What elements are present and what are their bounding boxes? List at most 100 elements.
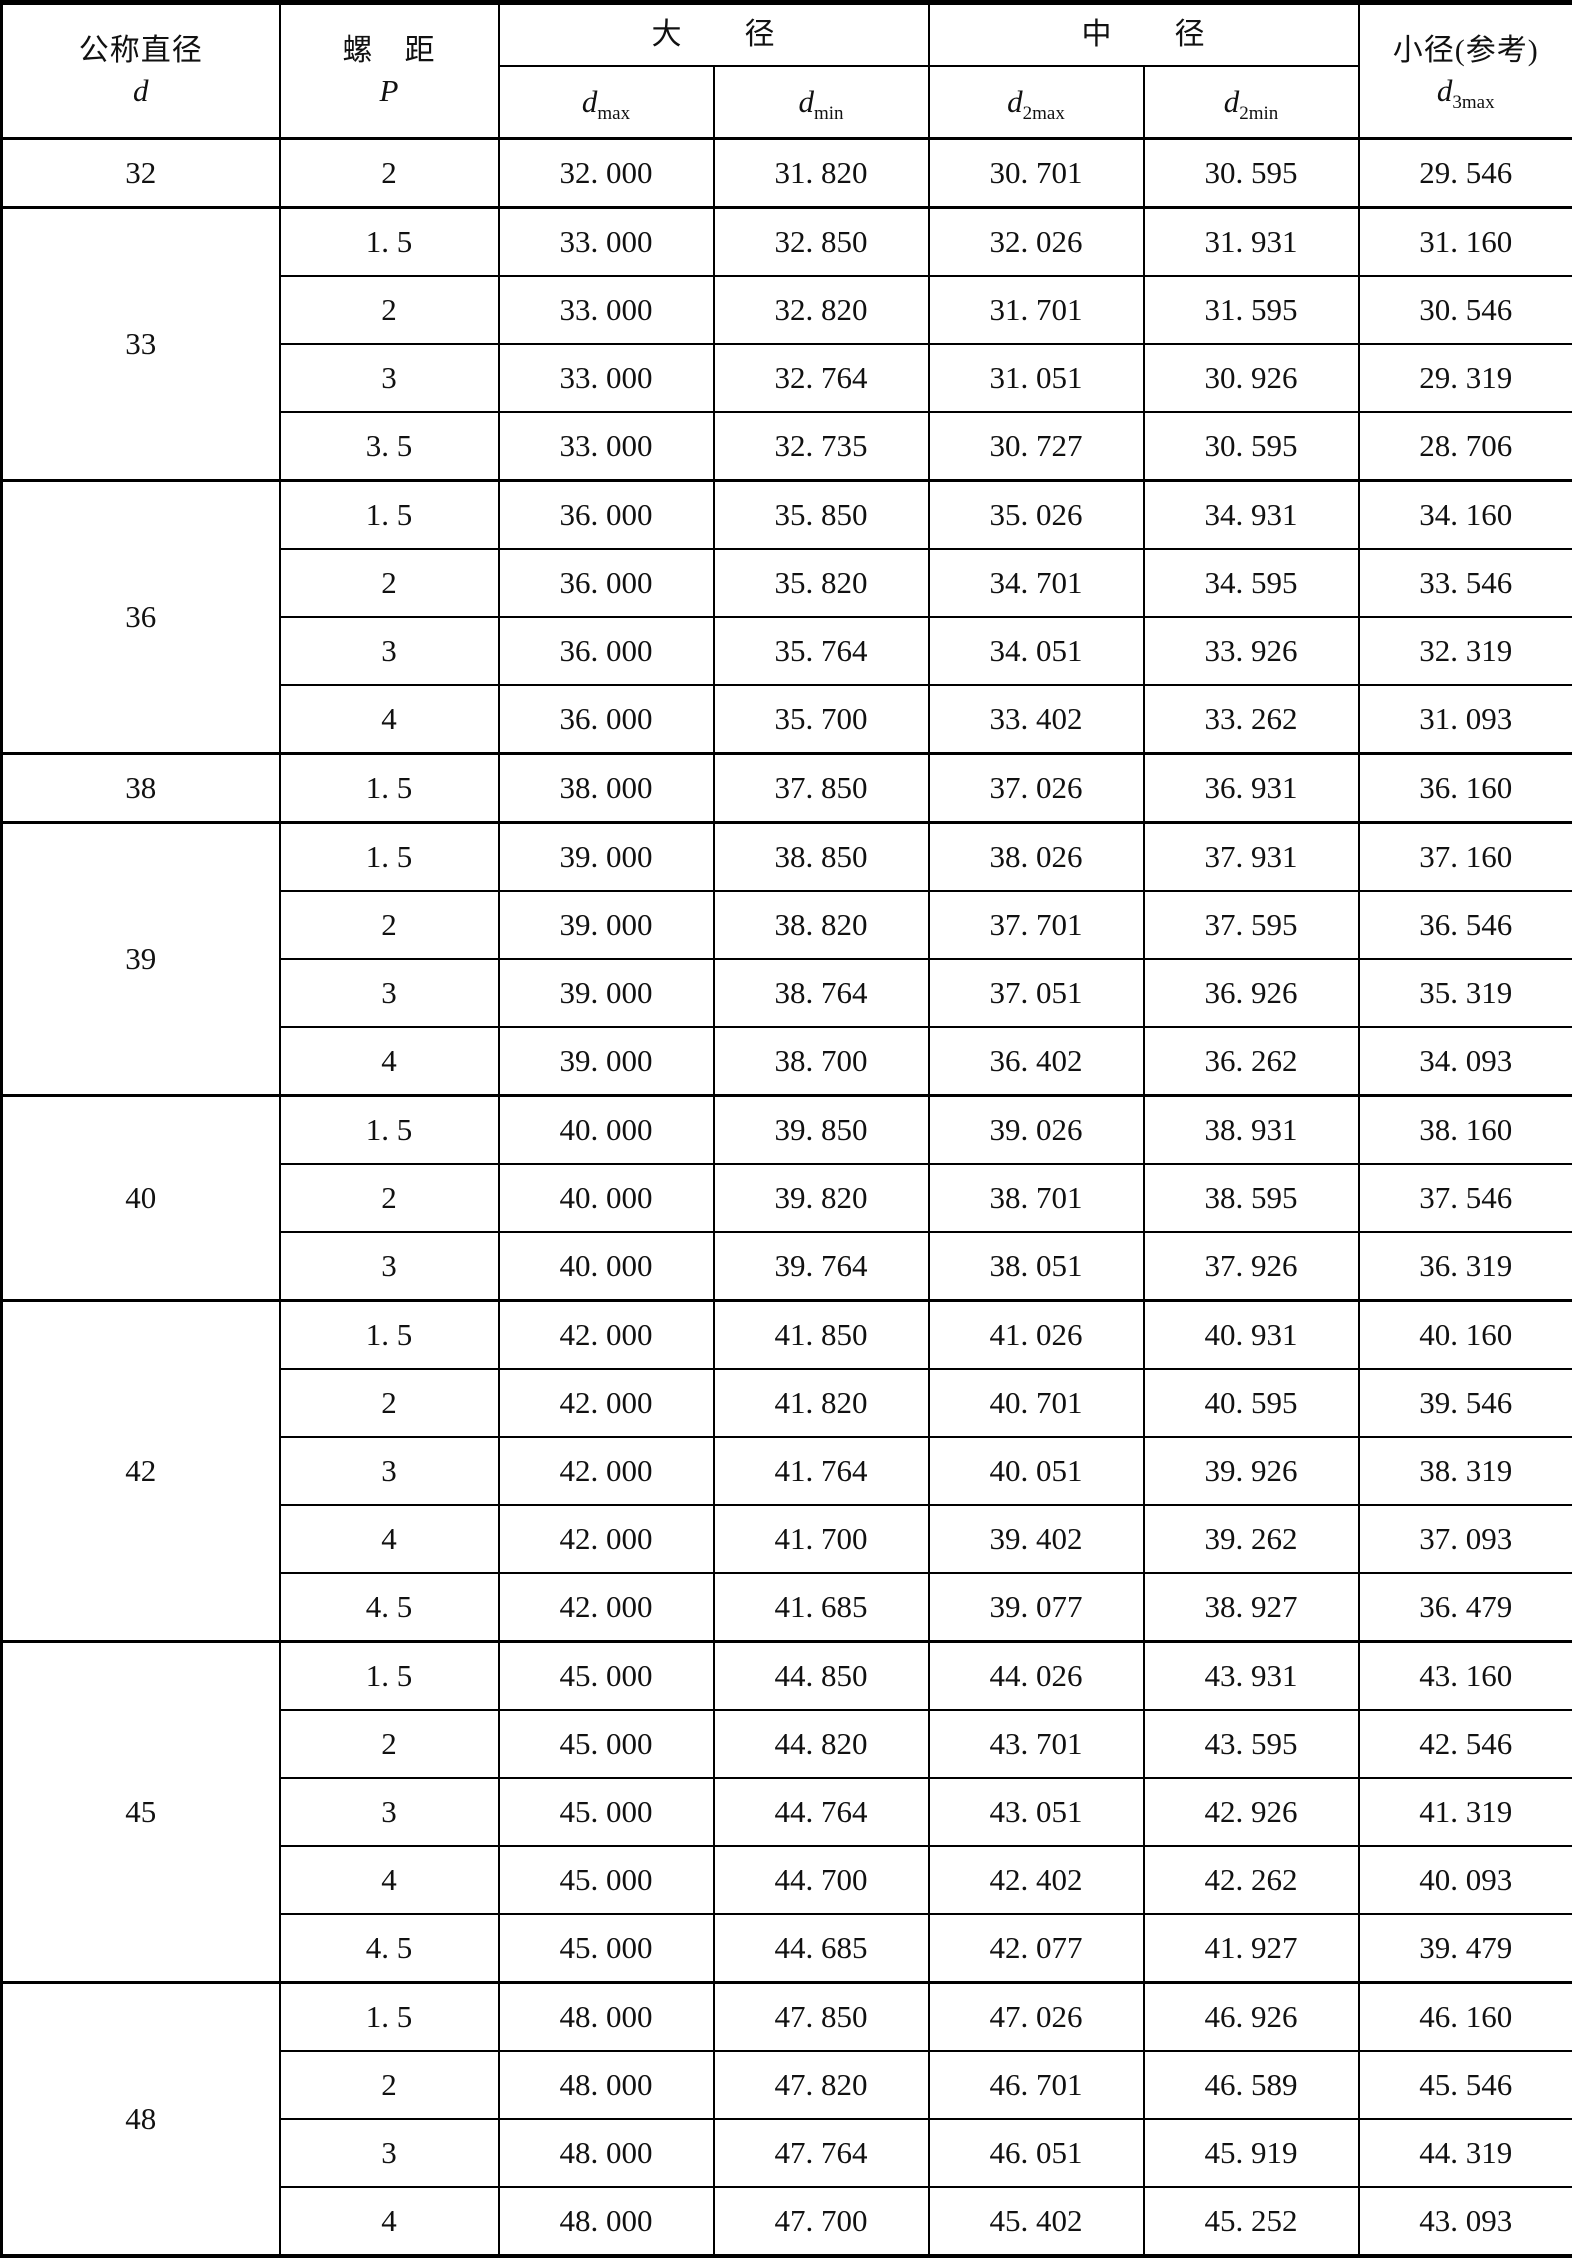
d-min-cell: 38. 700 — [714, 1027, 929, 1096]
d2-max-cell: 39. 402 — [929, 1505, 1144, 1573]
d-max-cell: 33. 000 — [499, 208, 714, 277]
d2-max-cell: 37. 701 — [929, 891, 1144, 959]
d-min-cell: 44. 685 — [714, 1914, 929, 1983]
header-minor-diameter-symbol: d3max — [1360, 71, 1572, 111]
nominal-diameter-cell: 45 — [2, 1642, 280, 1983]
d3-max-cell: 36. 546 — [1359, 891, 1572, 959]
pitch-cell: 4 — [280, 1846, 499, 1914]
d2-max-cell: 31. 051 — [929, 344, 1144, 412]
d-max-cell: 39. 000 — [499, 891, 714, 959]
d2-min-cell: 42. 262 — [1144, 1846, 1359, 1914]
d3-max-cell: 36. 479 — [1359, 1573, 1572, 1642]
pitch-cell: 4 — [280, 1505, 499, 1573]
d3-max-cell: 32. 319 — [1359, 617, 1572, 685]
d-min-cell: 47. 820 — [714, 2051, 929, 2119]
pitch-cell: 2 — [280, 1164, 499, 1232]
d2-min-cell: 31. 931 — [1144, 208, 1359, 277]
d3-max-cell: 38. 319 — [1359, 1437, 1572, 1505]
pitch-cell: 2 — [280, 549, 499, 617]
d-min-cell: 38. 764 — [714, 959, 929, 1027]
d-max-cell: 36. 000 — [499, 617, 714, 685]
d-min-cell: 47. 850 — [714, 1983, 929, 2052]
d-max-cell: 40. 000 — [499, 1096, 714, 1165]
d2-max-cell: 43. 701 — [929, 1710, 1144, 1778]
d2-min-cell: 39. 926 — [1144, 1437, 1359, 1505]
d2-max-cell: 46. 051 — [929, 2119, 1144, 2187]
pitch-cell: 2 — [280, 1369, 499, 1437]
d-max-cell: 45. 000 — [499, 1778, 714, 1846]
d2-min-cell: 36. 262 — [1144, 1027, 1359, 1096]
d-max-cell: 36. 000 — [499, 685, 714, 754]
d-max-cell: 48. 000 — [499, 2187, 714, 2256]
d2-min-cell: 46. 926 — [1144, 1983, 1359, 2052]
d-min-cell: 47. 700 — [714, 2187, 929, 2256]
pitch-cell: 1. 5 — [280, 481, 499, 550]
header-major-diameter: 大 径 — [499, 3, 929, 67]
d3-max-cell: 39. 546 — [1359, 1369, 1572, 1437]
d2-max-cell: 33. 402 — [929, 685, 1144, 754]
d2-max-cell: 47. 026 — [929, 1983, 1144, 2052]
d3-max-cell: 45. 546 — [1359, 2051, 1572, 2119]
d-min-cell: 32. 764 — [714, 344, 929, 412]
nominal-diameter-cell: 40 — [2, 1096, 280, 1301]
table-header: 公称直径 d 螺 距 P 大 径 中 径 小径(参考) d3max — [2, 3, 1572, 139]
d3-max-cell: 40. 160 — [1359, 1301, 1572, 1370]
pitch-cell: 3 — [280, 2119, 499, 2187]
d2-min-cell: 43. 931 — [1144, 1642, 1359, 1711]
d-min-cell: 35. 764 — [714, 617, 929, 685]
d-max-cell: 33. 000 — [499, 412, 714, 481]
d-min-cell: 35. 820 — [714, 549, 929, 617]
nominal-diameter-cell: 42 — [2, 1301, 280, 1642]
pitch-cell: 1. 5 — [280, 1983, 499, 2052]
d2-max-cell: 42. 077 — [929, 1914, 1144, 1983]
d2-max-cell: 41. 026 — [929, 1301, 1144, 1370]
header-nominal-diameter: 公称直径 d — [2, 3, 280, 139]
d3-max-cell: 40. 093 — [1359, 1846, 1572, 1914]
pitch-cell: 4 — [280, 2187, 499, 2256]
d-min-cell: 41. 685 — [714, 1573, 929, 1642]
pitch-cell: 1. 5 — [280, 1096, 499, 1165]
d2-min-cell: 34. 931 — [1144, 481, 1359, 550]
d3-max-cell: 34. 093 — [1359, 1027, 1572, 1096]
d-min-cell: 39. 850 — [714, 1096, 929, 1165]
d3-max-cell: 43. 093 — [1359, 2187, 1572, 2256]
d3-max-cell: 37. 093 — [1359, 1505, 1572, 1573]
d2-max-cell: 40. 051 — [929, 1437, 1144, 1505]
d-min-cell: 44. 764 — [714, 1778, 929, 1846]
d3-max-cell: 44. 319 — [1359, 2119, 1572, 2187]
pitch-cell: 3. 5 — [280, 412, 499, 481]
d-min-cell: 37. 850 — [714, 754, 929, 823]
d2-min-cell: 34. 595 — [1144, 549, 1359, 617]
d-min-cell: 41. 820 — [714, 1369, 929, 1437]
d3-max-cell: 31. 160 — [1359, 208, 1572, 277]
d2-min-cell: 30. 926 — [1144, 344, 1359, 412]
scanned-document-page: 公称直径 d 螺 距 P 大 径 中 径 小径(参考) d3max — [0, 0, 1572, 2192]
d3-max-cell: 35. 319 — [1359, 959, 1572, 1027]
d-max-cell: 45. 000 — [499, 1846, 714, 1914]
d2-max-cell: 40. 701 — [929, 1369, 1144, 1437]
d-max-cell: 48. 000 — [499, 1983, 714, 2052]
d3-max-cell: 29. 546 — [1359, 139, 1572, 208]
header-d2-min: d2min — [1144, 66, 1359, 139]
d2-max-cell: 39. 077 — [929, 1573, 1144, 1642]
d2-min-cell: 43. 595 — [1144, 1710, 1359, 1778]
d2-min-cell: 38. 931 — [1144, 1096, 1359, 1165]
d-max-cell: 45. 000 — [499, 1710, 714, 1778]
d2-min-cell: 45. 252 — [1144, 2187, 1359, 2256]
d-max-cell: 45. 000 — [499, 1914, 714, 1983]
pitch-cell: 3 — [280, 1778, 499, 1846]
d-min-cell: 32. 820 — [714, 276, 929, 344]
header-minor-diameter-label: 小径(参考) — [1360, 31, 1572, 72]
header-d2-max: d2max — [929, 66, 1144, 139]
d-min-cell: 41. 764 — [714, 1437, 929, 1505]
d2-max-cell: 36. 402 — [929, 1027, 1144, 1096]
d-min-cell: 41. 850 — [714, 1301, 929, 1370]
d-max-cell: 40. 000 — [499, 1232, 714, 1301]
d2-max-cell: 44. 026 — [929, 1642, 1144, 1711]
d3-max-cell: 43. 160 — [1359, 1642, 1572, 1711]
nominal-diameter-cell: 39 — [2, 823, 280, 1096]
d3-max-cell: 29. 319 — [1359, 344, 1572, 412]
